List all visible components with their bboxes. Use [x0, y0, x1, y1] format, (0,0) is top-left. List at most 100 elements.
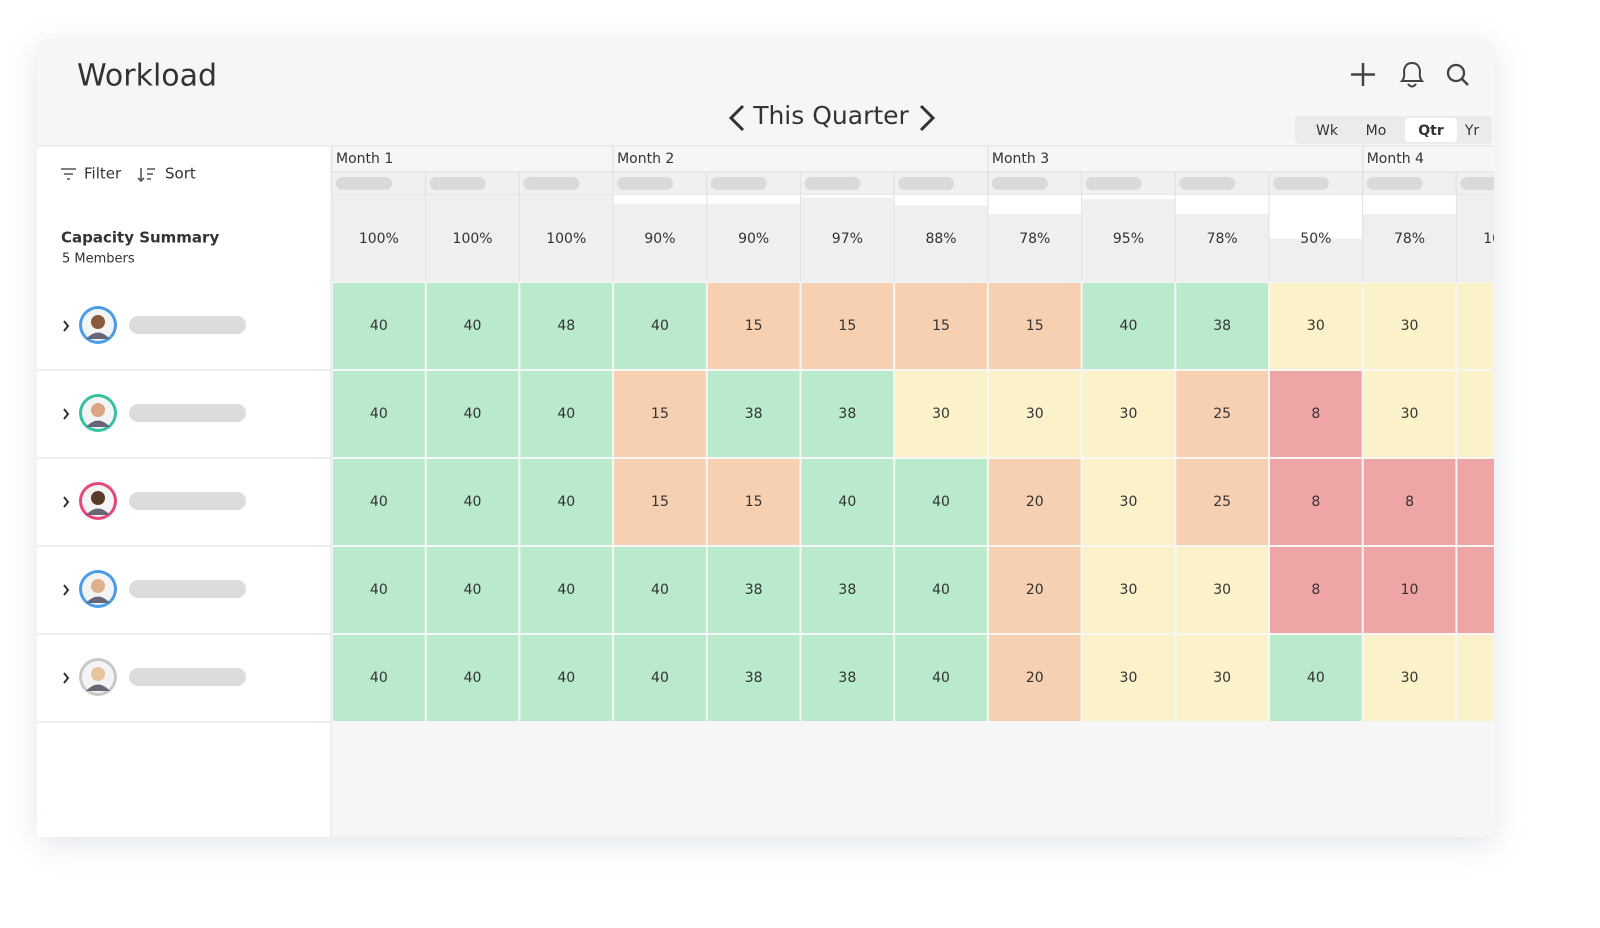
workload-value: 40	[651, 670, 669, 686]
workload-cell	[801, 371, 894, 457]
avatar-body	[86, 596, 110, 603]
workload-cell	[707, 283, 800, 369]
capacity-label: 78%	[1394, 231, 1425, 247]
week-pill	[523, 177, 580, 190]
workload-cell	[1082, 283, 1175, 369]
view-tab[interactable]: Mo	[1366, 123, 1387, 139]
workload-cell	[614, 547, 706, 633]
workload-cell	[707, 635, 800, 721]
week-pill	[991, 177, 1048, 190]
expand-chevron[interactable]	[63, 408, 70, 420]
title: Workload	[77, 59, 217, 94]
avatar-face	[91, 667, 105, 681]
expand-chevron[interactable]	[63, 584, 70, 596]
workload-value: 20	[1026, 670, 1044, 686]
capacity-label: 100%	[1483, 231, 1523, 247]
workload-value: 30	[1120, 494, 1138, 510]
workload-cell	[520, 635, 613, 721]
workload-cell	[614, 371, 706, 457]
workload-cell	[426, 635, 519, 721]
avatar-face	[91, 315, 105, 329]
avatar-face	[91, 579, 105, 593]
workload-value: 25	[1213, 406, 1231, 422]
week-pill	[898, 177, 955, 190]
workload-cell	[1457, 371, 1494, 457]
capacity-fill	[1362, 214, 1457, 282]
name-placeholder	[129, 580, 246, 598]
workload-value: 40	[370, 670, 388, 686]
expand-chevron[interactable]	[63, 672, 70, 684]
workload-value: 40	[464, 494, 482, 510]
workload-value: 38	[1213, 318, 1231, 334]
workload-cell	[801, 635, 894, 721]
view-tab[interactable]: Qtr	[1418, 123, 1444, 139]
workload-value: 30	[1494, 406, 1512, 422]
workload-value: 8	[1499, 494, 1508, 510]
workload-value: 8	[1499, 582, 1508, 598]
capacity-label: 78%	[1207, 231, 1238, 247]
workload-cell	[1457, 283, 1494, 369]
view-tab[interactable]: Wk	[1316, 123, 1339, 139]
workload-value: 40	[370, 318, 388, 334]
month-label: Month 2	[617, 151, 674, 167]
workload-value: 40	[838, 494, 856, 510]
workload-cell	[333, 635, 425, 721]
workload-cell	[801, 459, 894, 545]
workload-value: 30	[1401, 406, 1419, 422]
workload-cell	[1082, 635, 1175, 721]
workload-value: 30	[1213, 582, 1231, 598]
capacity-label: 100%	[359, 231, 399, 247]
next-button[interactable]	[919, 104, 936, 132]
workload-cell	[1270, 283, 1362, 369]
workload-cell	[707, 371, 800, 457]
workload-value: 40	[370, 406, 388, 422]
search-icon[interactable]	[1446, 63, 1469, 86]
workload-value: 15	[745, 318, 763, 334]
expand-chevron[interactable]	[63, 496, 70, 508]
grid: Month 1 100% 100% 100% Month 2 90% 90% 97% 88% Mo…	[332, 146, 1523, 721]
workload-cell	[426, 459, 519, 545]
capacity-label: 100%	[546, 231, 586, 247]
workload-cell	[1270, 459, 1362, 545]
workload-cell	[1082, 547, 1175, 633]
workload-cell	[1457, 635, 1494, 721]
sort-icon[interactable]	[137, 168, 155, 183]
capacity-label: 90%	[738, 231, 769, 247]
capacity-fill	[613, 203, 707, 282]
prev-button[interactable]	[728, 104, 745, 132]
sort-button[interactable]: Sort	[165, 165, 196, 183]
filter-icon[interactable]	[61, 168, 76, 180]
avatar-face	[91, 491, 105, 505]
left-pane	[37, 146, 331, 837]
workload-cell	[1176, 371, 1268, 457]
workload-value: 8	[1311, 406, 1320, 422]
capacity-label: 50%	[1300, 231, 1331, 247]
workload-value: 30	[932, 406, 950, 422]
workload-cell	[1363, 371, 1456, 457]
workload-cell	[1457, 547, 1494, 633]
workload-cell	[988, 547, 1081, 633]
workload-value: 40	[1307, 670, 1325, 686]
name-placeholder	[129, 404, 246, 422]
filter-button[interactable]: Filter	[84, 165, 122, 183]
capacity-fill	[1175, 214, 1269, 282]
workload-value: 15	[932, 318, 950, 334]
workload-value: 38	[745, 670, 763, 686]
bell-icon[interactable]	[1399, 61, 1425, 88]
workload-value: 40	[651, 318, 669, 334]
workload-value: 8	[1311, 494, 1320, 510]
workload-value: 40	[464, 582, 482, 598]
add-icon[interactable]	[1351, 63, 1375, 86]
workload-value: 15	[1026, 318, 1044, 334]
workload-value: 30	[1213, 670, 1231, 686]
workload-value: 20	[1026, 582, 1044, 598]
expand-chevron[interactable]	[63, 320, 70, 332]
workload-value: 38	[838, 670, 856, 686]
workload-cell	[333, 547, 425, 633]
capacity-label: 88%	[925, 231, 956, 247]
workload-value: 30	[1401, 670, 1419, 686]
avatar-body	[86, 420, 110, 427]
view-tab[interactable]: Yr	[1464, 123, 1480, 139]
name-placeholder	[129, 668, 246, 686]
